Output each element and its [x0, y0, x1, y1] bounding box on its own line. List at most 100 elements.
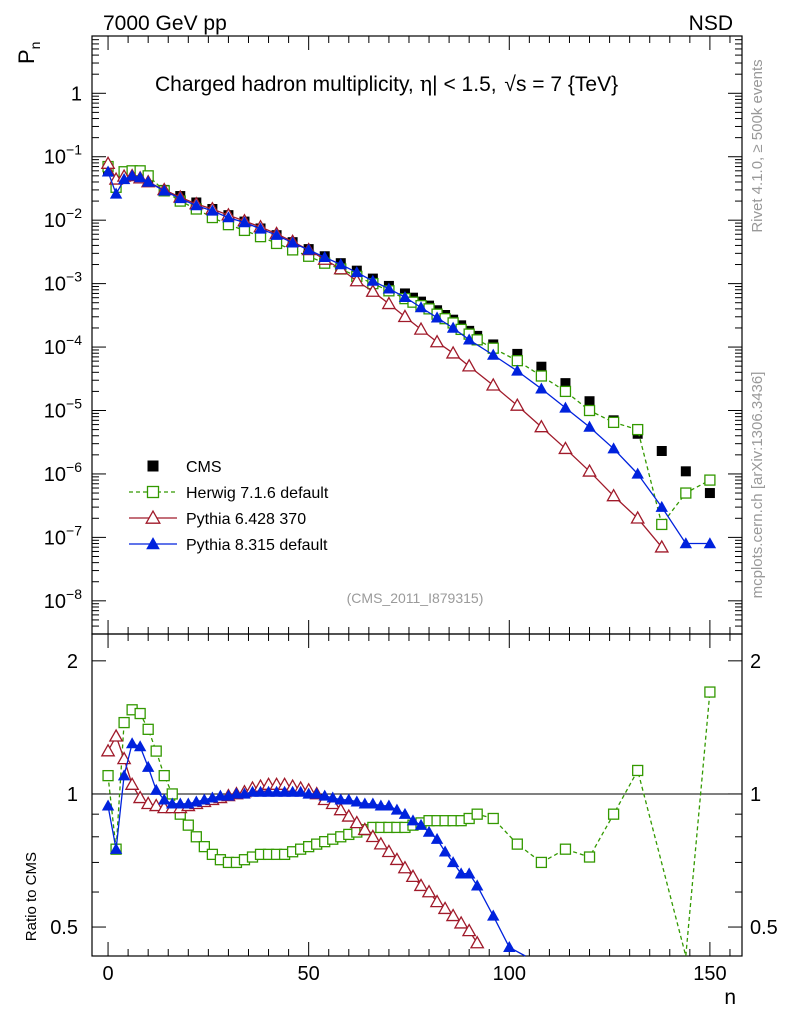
series-pythia-8-315-default	[101, 737, 526, 957]
y-tick-label: 10−2	[44, 205, 82, 232]
data-point	[334, 793, 347, 805]
data-point	[125, 169, 139, 181]
data-point	[310, 787, 323, 799]
data-point	[704, 488, 715, 499]
data-point	[366, 274, 380, 286]
y-axis-label: Pn	[14, 42, 43, 64]
data-point	[559, 843, 572, 855]
title-part-3: = 7 {TeV}	[526, 73, 618, 96]
ratio-y-tick-label-left: 1	[67, 784, 78, 806]
legend-label: Pythia 8.315 default	[186, 537, 328, 554]
data-point	[302, 787, 315, 799]
data-point	[390, 803, 404, 815]
data-point	[270, 237, 283, 250]
data-point	[680, 487, 692, 499]
data-point	[583, 404, 596, 417]
data-point	[413, 878, 429, 892]
title-part-s: s	[516, 73, 527, 96]
data-point	[511, 364, 524, 376]
data-point	[397, 309, 413, 323]
data-point	[630, 510, 645, 524]
data-point	[430, 832, 444, 844]
data-point	[469, 935, 485, 949]
data-point	[406, 814, 420, 826]
data-point	[487, 812, 499, 825]
x-axis-label: n	[724, 986, 736, 1009]
data-point	[117, 769, 131, 781]
data-point	[512, 348, 523, 359]
ratio-plot-frame	[91, 633, 743, 957]
data-point	[559, 401, 572, 413]
data-point	[145, 509, 161, 524]
y-tick-label: 10−8	[44, 586, 82, 613]
data-point	[414, 818, 428, 830]
data-point	[656, 445, 667, 456]
x-tick-label: 100	[493, 963, 526, 985]
data-point	[150, 745, 162, 757]
data-point	[583, 851, 596, 863]
data-point	[584, 396, 595, 407]
data-point	[680, 466, 691, 477]
data-point	[278, 785, 291, 797]
chart-labels: 7000 GeV pp NSD Pn Charged hadron multip…	[14, 12, 766, 1009]
data-point	[326, 791, 339, 803]
ratio-y-tick-label-left: 0.5	[50, 917, 78, 939]
data-point	[350, 795, 364, 807]
title-part-2: | < 1.5,	[432, 73, 502, 96]
data-point	[118, 716, 130, 729]
data-point	[140, 796, 156, 810]
y-tick-label: 10−6	[44, 459, 82, 486]
data-point	[246, 785, 259, 797]
main-series	[100, 155, 717, 553]
data-point	[254, 785, 267, 797]
data-point	[349, 273, 365, 287]
data-point	[382, 799, 396, 811]
ratio-y-tick-label-left: 2	[67, 651, 78, 673]
data-point	[461, 358, 477, 372]
data-point	[536, 361, 547, 372]
data-point	[158, 769, 170, 782]
data-point	[462, 867, 476, 879]
mcplots-label: mcplots.cern.ch [arXiv:1306.3436]	[749, 372, 766, 599]
data-point	[607, 442, 620, 454]
y-tick-label: 1	[71, 83, 82, 105]
y-tick-label: 10−1	[44, 142, 82, 169]
data-point	[270, 228, 283, 240]
ratio-y-tick-labels: 0.5 0.5 1 1 2 2	[50, 651, 778, 939]
data-point	[607, 808, 620, 820]
data-point	[262, 785, 275, 797]
data-point	[142, 723, 154, 735]
legend-label: Pythia 6.428 370	[186, 511, 306, 528]
data-point	[230, 787, 243, 799]
ratio-y-label: Ratio to CMS	[23, 852, 40, 941]
data-point	[134, 707, 146, 720]
data-point	[632, 423, 644, 436]
title-part-eta: η	[420, 72, 433, 96]
data-point	[453, 915, 469, 929]
title-part-1: Charged hadron multiplicity,	[155, 73, 420, 96]
top-left-label: 7000 GeV pp	[103, 12, 227, 35]
data-point	[438, 845, 452, 857]
legend-label: CMS	[186, 459, 222, 476]
data-point	[102, 769, 114, 782]
data-point	[414, 301, 428, 313]
data-point	[509, 397, 525, 411]
data-point	[559, 385, 572, 398]
data-point	[108, 728, 124, 742]
data-point	[398, 807, 412, 819]
data-point	[703, 537, 717, 549]
legend-label: Herwig 7.1.6 default	[186, 485, 329, 502]
data-point	[654, 539, 670, 553]
data-point	[558, 441, 573, 455]
data-point	[333, 802, 349, 816]
data-point	[146, 537, 160, 550]
data-point	[350, 266, 364, 278]
data-point	[141, 760, 155, 772]
data-point	[190, 831, 202, 843]
analysis-label: (CMS_2011_I879315)	[347, 590, 484, 606]
data-point	[511, 838, 523, 850]
data-point	[679, 537, 693, 549]
data-point	[166, 797, 179, 809]
data-point	[655, 500, 668, 512]
data-point	[158, 793, 171, 805]
